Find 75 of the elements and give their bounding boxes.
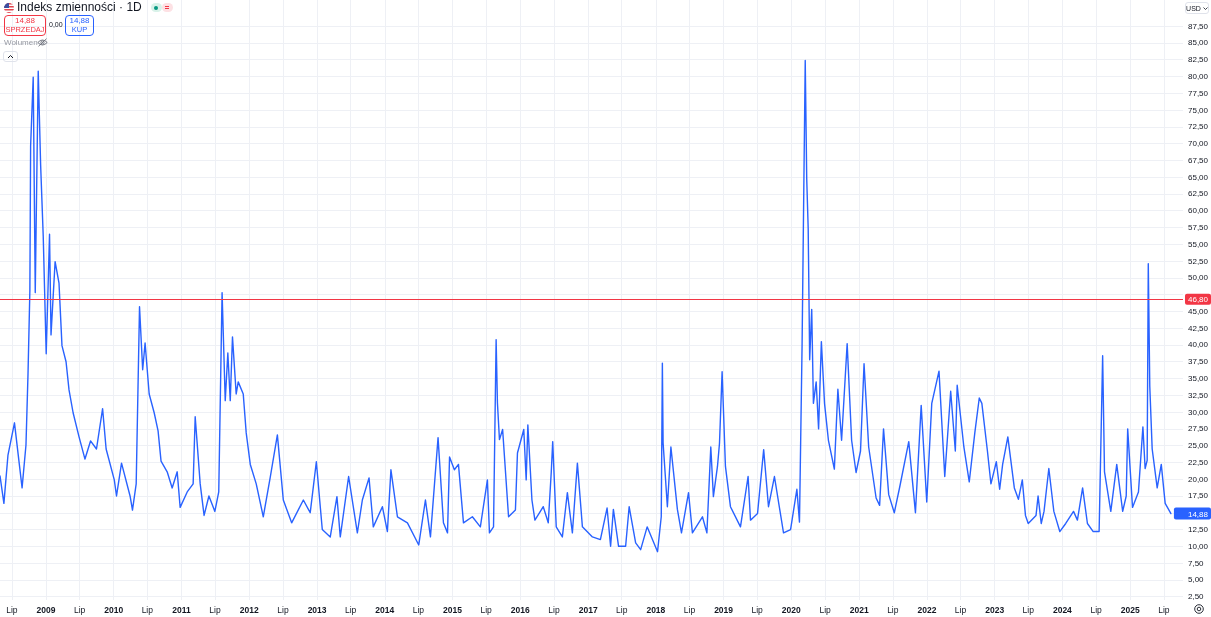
x-tick-label: Lip — [819, 604, 832, 615]
y-tick-label: 80,00 — [1187, 72, 1209, 82]
x-tick-label: Lip — [1022, 604, 1035, 615]
y-tick-label: 42,50 — [1187, 323, 1209, 333]
y-tick-label: 70,00 — [1187, 139, 1209, 149]
x-tick-label: Lip — [6, 604, 18, 615]
y-tick-label: 52,50 — [1187, 256, 1209, 266]
y-tick-label: 2,50 — [1187, 592, 1205, 602]
x-tick-label: Lip — [887, 604, 899, 615]
y-tick-label: 7,50 — [1187, 558, 1205, 568]
x-tick-label: Lip — [954, 604, 967, 615]
y-tick-label: 37,50 — [1187, 357, 1209, 367]
y-tick-label: 20,00 — [1187, 474, 1209, 484]
x-tick-label: 2009 — [36, 604, 56, 615]
y-tick-label: 40,00 — [1187, 340, 1209, 350]
x-tick-label: Lip — [1158, 604, 1170, 615]
x-tick-label: 2023 — [985, 604, 1005, 615]
x-tick-label: 2011 — [172, 604, 191, 615]
y-tick-label: 5,00 — [1187, 575, 1205, 585]
y-tick-label: 30,00 — [1187, 407, 1209, 417]
x-tick-label: Lip — [344, 604, 357, 615]
x-tick-label: 2020 — [781, 604, 802, 615]
y-tick-label: 10,00 — [1187, 541, 1209, 551]
annotation: Wolumen — [4, 38, 38, 47]
y-tick-label: 82,50 — [1187, 55, 1209, 65]
x-tick-label: 2018 — [646, 604, 666, 615]
annotation: 14,88 — [1187, 509, 1209, 519]
y-tick-label: 45,00 — [1187, 306, 1209, 316]
x-tick-label: 2017 — [578, 604, 598, 615]
x-tick-label: Lip — [412, 604, 425, 615]
y-tick-label: 27,50 — [1187, 424, 1209, 434]
x-tick-label: 2013 — [307, 604, 327, 615]
x-tick-label: Lip — [1090, 604, 1103, 615]
x-tick-label: Lip — [616, 604, 628, 615]
y-tick-label: 72,50 — [1187, 122, 1209, 132]
y-tick-label: 50,00 — [1187, 273, 1209, 283]
x-tick-label: Lip — [277, 604, 289, 615]
x-tick-label: Lip — [683, 604, 696, 615]
x-tick-label: 2024 — [1052, 604, 1073, 615]
y-tick-label: 60,00 — [1187, 206, 1209, 216]
y-tick-label: 55,00 — [1187, 239, 1209, 249]
annotation: 14,88 — [14, 16, 36, 26]
y-tick-label: 57,50 — [1187, 223, 1209, 233]
y-tick-label: 85,00 — [1187, 38, 1209, 48]
y-tick-label: 75,00 — [1187, 105, 1209, 115]
x-tick-label: 2015 — [443, 604, 463, 615]
y-tick-label: 12,50 — [1187, 525, 1209, 535]
y-tick-label: 25,00 — [1187, 441, 1209, 451]
y-tick-label: 67,50 — [1187, 155, 1209, 165]
y-tick-label: 62,50 — [1187, 189, 1209, 199]
x-tick-label: 2025 — [1120, 604, 1141, 615]
x-tick-label: 2012 — [239, 604, 259, 615]
y-tick-label: 65,00 — [1187, 172, 1209, 182]
x-tick-label: Lip — [73, 604, 86, 615]
annotation: 14,88 — [69, 16, 90, 26]
y-tick-label: 32,50 — [1187, 390, 1209, 400]
y-tick-label: 17,50 — [1187, 491, 1209, 501]
chart-title: Indeks zmienności · 1D — [17, 0, 142, 14]
x-tick-label: Lip — [480, 604, 493, 615]
y-tick-label: 22,50 — [1187, 457, 1209, 467]
x-tick-label: 2021 — [849, 604, 869, 615]
y-tick-label: 35,00 — [1187, 374, 1209, 384]
y-tick-label: 77,50 — [1187, 88, 1209, 98]
x-tick-label: Lip — [141, 604, 154, 615]
x-tick-label: 2022 — [917, 604, 937, 615]
ref-line-label: 46,80 — [1187, 294, 1209, 304]
y-tick-label: 87,50 — [1187, 21, 1209, 31]
line-series — [0, 59, 1172, 553]
x-tick-label: 2014 — [375, 604, 395, 615]
x-tick-label: Lip — [751, 604, 764, 615]
x-tick-label: 2010 — [104, 604, 124, 615]
x-tick-label: 2019 — [714, 604, 734, 615]
x-tick-label: 2016 — [510, 604, 530, 615]
x-tick-label: Lip — [548, 604, 560, 615]
x-tick-label: Lip — [209, 604, 221, 615]
